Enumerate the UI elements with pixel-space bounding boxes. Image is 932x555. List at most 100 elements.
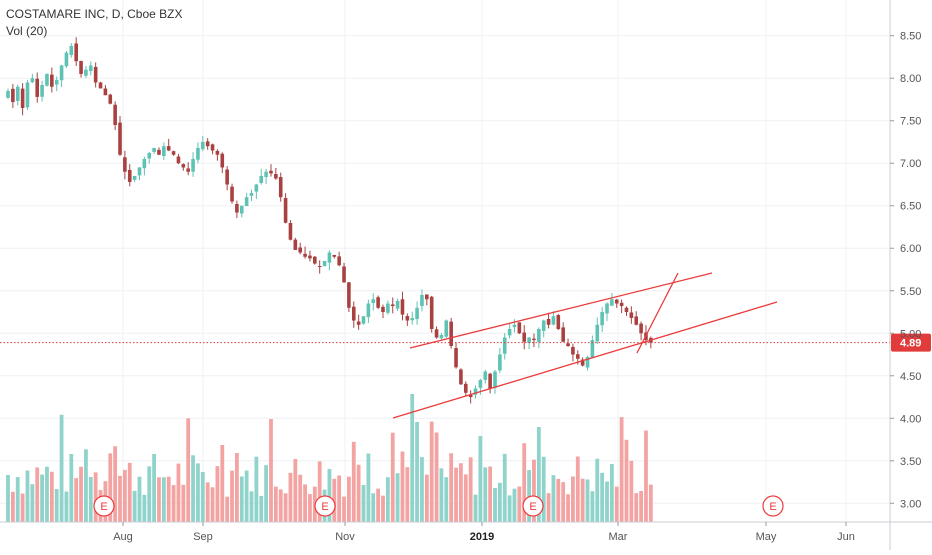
volume-bar: [54, 489, 59, 522]
volume-bar: [546, 493, 551, 522]
candle-body: [293, 239, 298, 250]
y-tick-label: 4.50: [900, 371, 921, 383]
volume-bar: [79, 466, 83, 522]
volume-bar: [142, 494, 147, 522]
candle-body: [498, 354, 502, 371]
candle-body: [488, 373, 492, 389]
volume-bar: [176, 463, 181, 522]
candle-body: [546, 318, 551, 325]
candle-body: [20, 88, 25, 108]
trendline-layer[interactable]: [392, 272, 778, 419]
candle-body: [478, 380, 483, 388]
candle-body: [176, 156, 181, 164]
candle-body: [108, 94, 113, 104]
earnings-marker-circle[interactable]: [93, 495, 115, 517]
candle-body: [59, 65, 64, 81]
volume-bar: [196, 463, 200, 522]
volume-bar: [35, 467, 40, 522]
volume-bar: [590, 491, 595, 522]
candle-body: [619, 302, 624, 307]
volume-bar: [561, 482, 566, 522]
volume-bar: [585, 479, 590, 522]
channel-lower-line[interactable]: [392, 301, 778, 419]
volume-bar: [639, 490, 643, 522]
earnings-marker-circle[interactable]: [314, 495, 336, 517]
volume-bar: [532, 459, 536, 522]
candle-body: [157, 149, 161, 155]
volume-bar: [69, 453, 74, 522]
candle-body: [425, 294, 429, 300]
candle-body: [274, 174, 278, 179]
candle-body: [84, 69, 88, 76]
candle-body: [434, 329, 439, 338]
earnings-marker-circle[interactable]: [762, 495, 784, 517]
y-tick-label: 4.00: [900, 413, 921, 425]
y-tick-label: 8.50: [900, 31, 921, 43]
earnings-marker-circle[interactable]: [522, 495, 544, 517]
volume-bar: [244, 470, 249, 522]
volume-bar: [249, 491, 254, 522]
volume-bar: [191, 455, 195, 522]
candle-body: [40, 85, 44, 97]
candle-body: [230, 186, 234, 202]
candle-body: [342, 266, 346, 283]
candle-body: [351, 306, 356, 321]
earnings-marker-letter: E: [529, 501, 536, 513]
channel-upper-line[interactable]: [409, 272, 713, 349]
candle-body: [468, 394, 473, 398]
volume-bar: [347, 476, 351, 522]
volume-bar: [113, 446, 118, 522]
candle-body: [386, 303, 390, 313]
candle-body: [571, 346, 575, 355]
volume-bar: [488, 466, 493, 522]
volume-bar: [234, 452, 239, 522]
volume-bar: [230, 470, 234, 522]
volume-bar: [88, 476, 93, 522]
candle-body: [98, 82, 103, 89]
candle-body: [69, 45, 74, 56]
earnings-marker-letter: E: [769, 501, 776, 513]
candle-body: [201, 141, 205, 150]
candle-body: [93, 66, 98, 83]
candle-body: [313, 256, 317, 264]
candle-body: [225, 169, 229, 185]
volume-bar: [137, 476, 142, 522]
last-price-label: 4.89: [900, 338, 921, 350]
earnings-marker[interactable]: E: [93, 495, 115, 517]
volume-indicator-label: Vol (20): [6, 24, 48, 38]
volume-bar: [147, 466, 152, 522]
earnings-marker[interactable]: E: [314, 495, 336, 517]
candle-body: [142, 158, 147, 169]
volume-bar: [327, 468, 332, 522]
candle-body: [624, 307, 629, 313]
volume-bar: [220, 444, 225, 522]
volume-bar: [405, 467, 410, 522]
volume-bar: [502, 453, 507, 522]
candle-body: [400, 299, 405, 315]
candle-body: [371, 299, 376, 304]
volume-bar: [132, 490, 137, 522]
candle-body: [205, 141, 210, 147]
earnings-marker[interactable]: E: [522, 495, 544, 517]
candle-body: [410, 317, 415, 321]
candle-body: [259, 175, 264, 183]
breakout-line[interactable]: [636, 272, 679, 354]
candle-body: [181, 164, 186, 168]
earnings-marker[interactable]: E: [762, 495, 784, 517]
volume-bar: [556, 478, 561, 522]
candle-body: [585, 357, 590, 368]
candle-body: [317, 266, 322, 268]
volume-bar: [424, 474, 429, 522]
candle-body: [595, 324, 600, 342]
candle-body: [517, 322, 522, 334]
volume-bar: [619, 417, 624, 522]
volume-bar: [609, 464, 614, 522]
candle-body: [361, 316, 366, 324]
volume-bar: [614, 486, 619, 522]
candle-layer: [6, 37, 653, 404]
candle-body: [347, 282, 351, 308]
y-tick-label: 6.00: [900, 243, 921, 255]
volume-bar: [351, 441, 356, 522]
